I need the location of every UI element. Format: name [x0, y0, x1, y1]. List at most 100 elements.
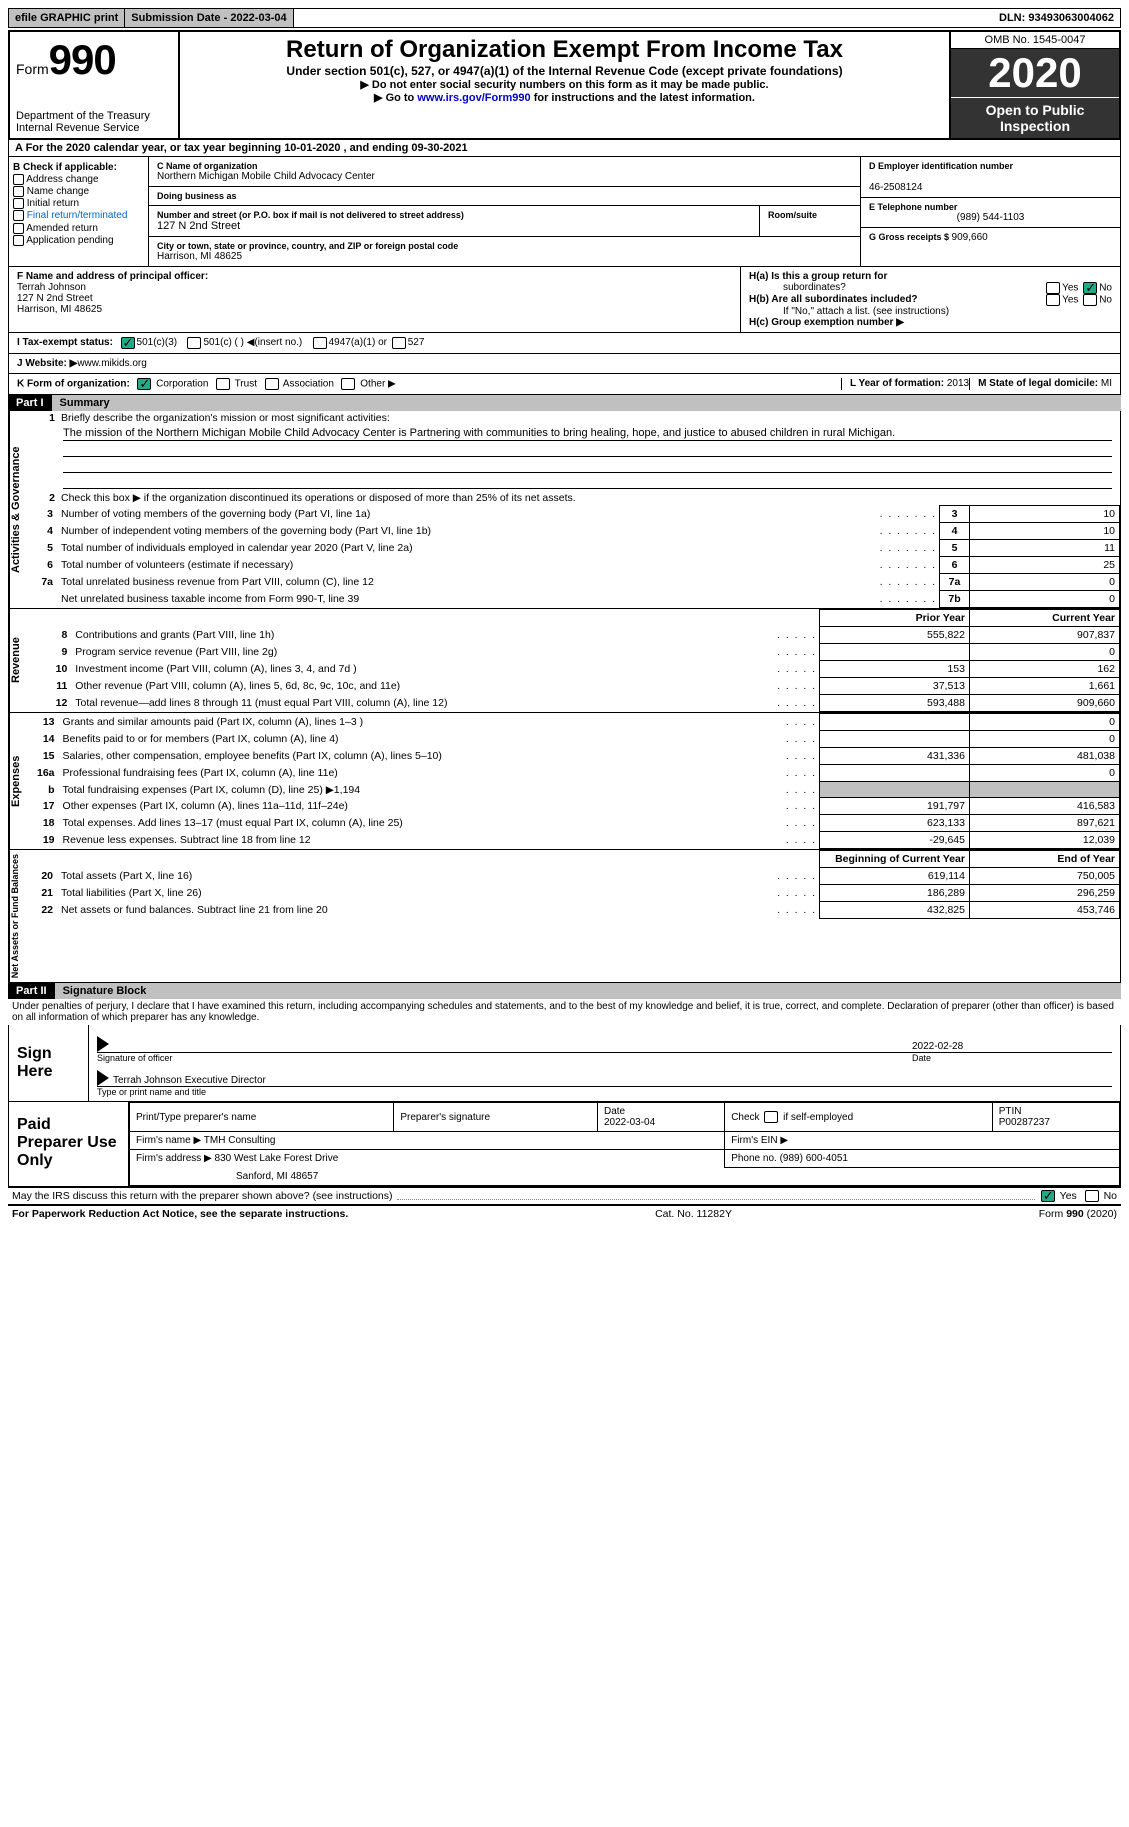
- sidetab-netassets: Net Assets or Fund Balances: [9, 850, 33, 982]
- table-header-row: Beginning of Current YearEnd of Year: [33, 851, 1120, 868]
- officer-signature-line[interactable]: 2022-02-28: [97, 1029, 1112, 1053]
- i-501c-box[interactable]: [187, 337, 201, 349]
- column-b-checkboxes: B Check if applicable: Address change Na…: [9, 157, 149, 266]
- k-trust-box[interactable]: [216, 378, 230, 390]
- room-label: Room/suite: [768, 210, 852, 220]
- dln-prefix: DLN:: [999, 12, 1028, 24]
- dln-label: DLN: 93493063004062: [993, 9, 1120, 27]
- i-501c3-box[interactable]: [121, 337, 135, 349]
- part1-net-section: Net Assets or Fund Balances Beginning of…: [8, 850, 1121, 983]
- k-corp-box[interactable]: [137, 378, 151, 390]
- i-527-box[interactable]: [392, 337, 406, 349]
- table-row: 16aProfessional fundraising fees (Part I…: [33, 765, 1120, 782]
- hb-yes-box[interactable]: [1046, 294, 1060, 306]
- sign-date: 2022-02-28: [912, 1041, 1112, 1052]
- hb-note: If "No," attach a list. (see instruction…: [783, 306, 1112, 317]
- chk-label-2: Initial return: [27, 198, 79, 209]
- chk-app-pending[interactable]: Application pending: [13, 235, 144, 246]
- org-name-label: C Name of organization: [157, 161, 852, 171]
- i-opt-3: 527: [408, 337, 425, 349]
- table-row: Net unrelated business taxable income fr…: [33, 591, 1120, 608]
- chk-address-change[interactable]: Address change: [13, 174, 144, 185]
- ssn-warning: ▶ Do not enter social security numbers o…: [186, 78, 943, 91]
- sidetab-governance: Activities & Governance: [9, 411, 33, 608]
- prep-date-hdr: Date: [604, 1106, 625, 1117]
- form-header: Form990 Department of the Treasury Inter…: [8, 30, 1121, 140]
- firm-addr2: Sanford, MI 48657: [236, 1171, 318, 1182]
- form-footer: Form 990 (2020): [1039, 1208, 1117, 1220]
- chk-amended[interactable]: Amended return: [13, 223, 144, 234]
- mission-blank: [63, 459, 1112, 473]
- may-discuss-text: May the IRS discuss this return with the…: [12, 1190, 393, 1202]
- table-row: 4Number of independent voting members of…: [33, 523, 1120, 540]
- website-value: www.mikids.org: [77, 358, 146, 369]
- chk-label-5: Application pending: [26, 235, 113, 246]
- hb-yes-label: Yes: [1062, 295, 1078, 306]
- dept-treasury: Department of the Treasury Internal Reve…: [16, 110, 172, 134]
- signature-arrow-icon: [97, 1036, 109, 1052]
- submission-date-label: Submission Date - 2022-03-04: [125, 9, 293, 27]
- firm-name-label: Firm's name ▶: [136, 1135, 201, 1146]
- ha-yes-box[interactable]: [1046, 282, 1060, 294]
- tel-value: (989) 544-1103: [869, 212, 1112, 223]
- preparer-table: Print/Type preparer's name Preparer's si…: [129, 1102, 1120, 1186]
- table-row: 19Revenue less expenses. Subtract line 1…: [33, 832, 1120, 849]
- goto-line: ▶ Go to www.irs.gov/Form990 for instruct…: [186, 91, 943, 104]
- firm-addr1: 830 West Lake Forest Drive: [215, 1153, 339, 1164]
- officer-city: Harrison, MI 48625: [17, 304, 732, 315]
- table-row: 20Total assets (Part X, line 16) . . . .…: [33, 868, 1120, 885]
- sig-officer-label: Signature of officer: [97, 1053, 912, 1063]
- form-title: Return of Organization Exempt From Incom…: [186, 36, 943, 64]
- perjury-declaration: Under penalties of perjury, I declare th…: [8, 999, 1121, 1025]
- table-row: 13Grants and similar amounts paid (Part …: [33, 714, 1120, 731]
- firm-ein-label: Firm's EIN ▶: [731, 1135, 788, 1146]
- section-bcd: B Check if applicable: Address change Na…: [8, 157, 1121, 267]
- preparer-block: Paid Preparer Use Only Print/Type prepar…: [8, 1102, 1121, 1187]
- chk-name-change[interactable]: Name change: [13, 186, 144, 197]
- ha-no-box[interactable]: [1083, 282, 1097, 294]
- ha-sub: subordinates?: [783, 282, 846, 294]
- efile-print-button[interactable]: efile GRAPHIC print: [9, 9, 125, 27]
- discuss-yes: Yes: [1060, 1190, 1077, 1202]
- ein-value: 46-2508124: [869, 182, 922, 193]
- goto-prefix: ▶ Go to: [374, 92, 417, 104]
- part1-rev-section: Revenue Prior YearCurrent Year8Contribut…: [8, 609, 1121, 713]
- table-row: 17Other expenses (Part IX, column (A), l…: [33, 798, 1120, 815]
- org-name: Northern Michigan Mobile Child Advocacy …: [157, 171, 852, 182]
- chk-label-1: Name change: [27, 186, 89, 197]
- i-label: I Tax-exempt status:: [17, 337, 113, 349]
- sidetab-expenses: Expenses: [9, 713, 33, 849]
- irs-link[interactable]: www.irs.gov/Form990: [417, 92, 530, 104]
- discuss-yes-box[interactable]: [1041, 1190, 1055, 1202]
- city-label: City or town, state or province, country…: [157, 241, 852, 251]
- k-opt-2: Association: [283, 379, 334, 390]
- part1-header-row: Part I Summary: [8, 395, 1121, 411]
- i-opt-1: 501(c) ( ) ◀(insert no.): [203, 337, 302, 349]
- k-assoc-box[interactable]: [265, 378, 279, 390]
- open-inspection: Open to Public Inspection: [951, 97, 1119, 138]
- i-opt-0: 501(c)(3): [137, 337, 178, 349]
- dba-label: Doing business as: [157, 191, 852, 201]
- table-row: 5Total number of individuals employed in…: [33, 540, 1120, 557]
- ptin-value: P00287237: [999, 1117, 1050, 1128]
- self-emp-box[interactable]: [764, 1111, 778, 1123]
- table-row: 22Net assets or fund balances. Subtract …: [33, 902, 1120, 919]
- h-a-row: H(a) Is this a group return for: [749, 271, 1112, 282]
- table-row: 3Number of voting members of the governi…: [33, 506, 1120, 523]
- chk-initial-return[interactable]: Initial return: [13, 198, 144, 209]
- i-4947-box[interactable]: [313, 337, 327, 349]
- mission-text: The mission of the Northern Michigan Mob…: [63, 427, 1112, 441]
- name-arrow-icon: [97, 1070, 109, 1086]
- table-row: 12Total revenue—add lines 8 through 11 (…: [33, 695, 1120, 712]
- k-other-box[interactable]: [341, 378, 355, 390]
- b-header: B Check if applicable:: [13, 162, 144, 173]
- firm-phone: (989) 600-4051: [780, 1153, 848, 1164]
- chk-final-return[interactable]: Final return/terminated: [13, 210, 144, 221]
- l-value: 2013: [947, 378, 969, 389]
- part2-title: Signature Block: [55, 983, 1121, 999]
- section-f-h: F Name and address of principal officer:…: [8, 267, 1121, 333]
- city-value: Harrison, MI 48625: [157, 251, 852, 262]
- subdate-prefix: Submission Date -: [131, 12, 230, 24]
- part1-badge: Part I: [8, 395, 52, 411]
- discuss-no-box[interactable]: [1085, 1190, 1099, 1202]
